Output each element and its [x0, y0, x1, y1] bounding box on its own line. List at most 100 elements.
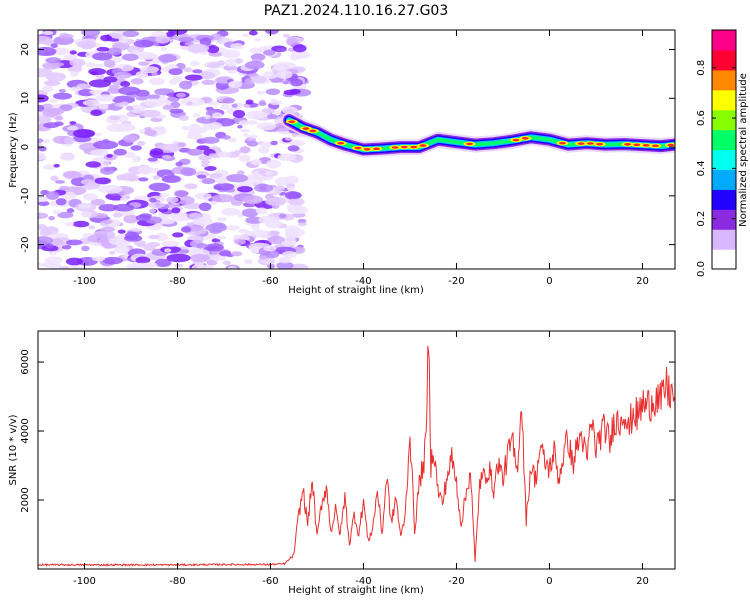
noise-blob — [96, 46, 110, 52]
noise-blob — [122, 30, 140, 38]
noise-blob — [210, 200, 218, 205]
noise-blob — [72, 128, 95, 138]
noise-blob — [297, 222, 307, 227]
noise-blob — [184, 183, 198, 190]
colorbar-gradient — [712, 30, 736, 270]
noise-blob — [161, 67, 170, 72]
signal-peak — [558, 141, 566, 145]
noise-blob — [214, 76, 231, 84]
noise-blob — [89, 89, 103, 95]
noise-blob — [194, 261, 205, 267]
colorbar: 0.0 0.2 0.4 0.6 0.8 Normalized spectral ampl… — [696, 29, 749, 277]
noise-blob — [45, 57, 62, 64]
snr-x-tick-label: -60 — [262, 576, 278, 587]
noise-blob — [69, 71, 79, 77]
noise-blob — [69, 50, 77, 55]
noise-blob — [59, 33, 74, 39]
noise-blob — [201, 178, 216, 185]
noise-blob — [264, 219, 283, 229]
noise-blob — [54, 115, 64, 121]
signal-peak — [410, 145, 418, 149]
noise-blob — [284, 225, 301, 235]
noise-blob — [113, 148, 127, 156]
noise-blob — [239, 146, 251, 154]
noise-blob — [260, 141, 273, 148]
noise-blob — [158, 95, 167, 101]
noise-blob — [289, 88, 301, 95]
noise-blob — [261, 108, 275, 114]
noise-blob — [201, 136, 220, 144]
noise-blob — [206, 260, 218, 266]
noise-blob — [263, 49, 276, 56]
colorbar-band — [712, 229, 736, 250]
spectrogram-x-tick-label: -40 — [355, 276, 371, 287]
noise-blob — [220, 103, 230, 110]
noise-blob — [122, 65, 132, 70]
noise-blob — [181, 125, 190, 131]
noise-blob — [161, 175, 181, 184]
colorbar-band — [712, 49, 736, 71]
noise-blob — [180, 167, 197, 177]
noise-blob — [38, 212, 49, 219]
spectrogram-x-tick-label: -80 — [169, 276, 185, 287]
noise-blob — [38, 262, 44, 268]
noise-blob — [231, 103, 238, 108]
noise-blob — [133, 39, 155, 48]
noise-blob — [45, 191, 60, 200]
noise-blob — [149, 197, 157, 203]
noise-blob — [272, 63, 285, 71]
noise-blob — [244, 60, 265, 70]
noise-blob — [149, 208, 156, 213]
noise-blob — [246, 140, 259, 147]
noise-blob — [54, 121, 64, 127]
noise-blob — [53, 210, 61, 215]
noise-blob — [81, 245, 90, 252]
noise-blob — [228, 80, 243, 89]
noise-blob — [42, 261, 57, 268]
spectrogram-x-tick-label: -20 — [448, 276, 464, 287]
noise-blob — [171, 76, 183, 83]
snr-x-tick-label: -20 — [448, 576, 464, 587]
noise-blob — [51, 47, 70, 56]
noise-blob — [98, 103, 109, 110]
noise-blob — [297, 218, 307, 224]
noise-blob — [144, 129, 157, 136]
noise-blob — [170, 101, 181, 109]
noise-blob — [213, 185, 223, 190]
noise-blob — [130, 77, 144, 85]
noise-blob — [100, 166, 115, 175]
noise-blob — [259, 255, 268, 260]
noise-blob — [66, 208, 75, 214]
signal-peak — [633, 143, 641, 147]
noise-blob — [48, 108, 65, 115]
noise-blob — [115, 240, 129, 248]
noise-blob — [178, 80, 193, 90]
noise-blob — [48, 215, 55, 221]
colorbar-tick-label: 0.6 — [696, 110, 707, 126]
noise-blob — [265, 88, 281, 96]
noise-blob — [49, 251, 58, 256]
noise-blob — [53, 163, 60, 168]
noise-blob — [266, 113, 278, 120]
noise-blob — [166, 253, 191, 263]
noise-blob — [85, 161, 101, 168]
noise-blob — [270, 98, 277, 103]
snr-x-tick-label: -40 — [355, 576, 371, 587]
noise-blob — [161, 155, 172, 159]
noise-blob — [146, 242, 161, 248]
noise-blob — [108, 250, 116, 255]
noise-blob — [59, 185, 70, 191]
snr-y-tick-label: 6000 — [20, 349, 31, 374]
noise-blob — [219, 250, 232, 257]
noise-blob — [98, 203, 119, 212]
noise-blob — [126, 262, 145, 269]
noise-blob — [188, 126, 208, 134]
noise-blob — [57, 211, 74, 219]
colorbar-band — [712, 249, 736, 270]
noise-blob — [139, 109, 161, 118]
noise-blob — [286, 203, 303, 212]
noise-blob — [187, 148, 203, 156]
noise-blob — [98, 184, 123, 194]
noise-blob — [149, 77, 165, 86]
noise-blob — [154, 42, 160, 47]
